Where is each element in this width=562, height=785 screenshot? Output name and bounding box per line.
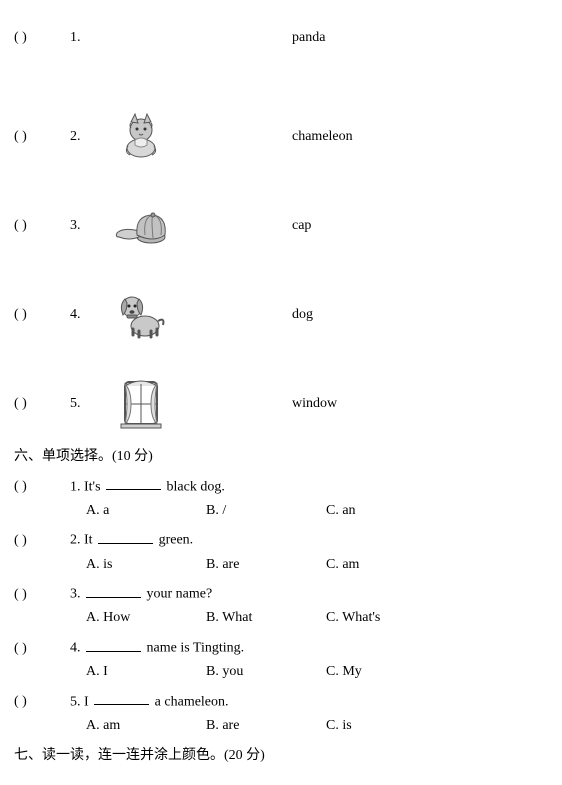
mc-options: A. am B. are C. is	[86, 716, 548, 736]
answer-blank[interactable]: ( )	[14, 28, 70, 48]
answer-blank[interactable]: ( )	[14, 585, 70, 605]
option-c[interactable]: C. is	[326, 716, 446, 736]
q-after: black dog.	[163, 479, 225, 494]
item-number: 4.	[70, 305, 110, 325]
item-number: 5.	[70, 394, 110, 414]
option-a[interactable]: A. a	[86, 501, 206, 521]
fill-blank[interactable]	[86, 638, 141, 652]
option-a[interactable]: A. How	[86, 608, 206, 628]
item-number: 1.	[70, 28, 110, 48]
mc-question: ( ) 5. I a chameleon.	[14, 692, 548, 712]
q-after: green.	[155, 533, 193, 548]
q-after: a chameleon.	[151, 694, 228, 709]
answer-blank[interactable]: ( )	[14, 305, 70, 325]
option-c[interactable]: C. What's	[326, 608, 446, 628]
q-before: It	[84, 533, 96, 548]
match-word: window	[292, 394, 412, 414]
answer-blank[interactable]: ( )	[14, 692, 70, 712]
cap-icon	[110, 198, 172, 253]
q-num: 1.	[70, 479, 81, 494]
mc-options: A. How B. What C. What's	[86, 608, 548, 628]
mc-options: A. a B. / C. an	[86, 501, 548, 521]
section-6-heading: 六、单项选择。(10 分)	[14, 447, 548, 467]
mc-question: ( ) 4. name is Tingting.	[14, 638, 548, 658]
match-row: ( ) 2. chameleon	[14, 109, 548, 164]
option-a[interactable]: A. am	[86, 716, 206, 736]
section-7-heading: 七、读一读，连一连并涂上颜色。(20 分)	[14, 746, 548, 766]
match-row: ( ) 5. window	[14, 376, 548, 431]
option-b[interactable]: B. /	[206, 501, 326, 521]
match-word: chameleon	[292, 127, 412, 147]
option-b[interactable]: B. are	[206, 555, 326, 575]
fill-blank[interactable]	[86, 584, 141, 598]
q-num: 5.	[70, 694, 81, 709]
question-text: 3. your name?	[70, 584, 548, 604]
option-b[interactable]: B. are	[206, 716, 326, 736]
match-rows-container: ( ) 1. panda ( ) 2. chameleon (	[14, 10, 548, 431]
option-c[interactable]: C. am	[326, 555, 446, 575]
match-row: ( ) 4. dog	[14, 287, 548, 342]
option-c[interactable]: C. an	[326, 501, 446, 521]
q-after: name is Tingting.	[143, 641, 244, 656]
match-word: panda	[292, 28, 412, 48]
answer-blank[interactable]: ( )	[14, 127, 70, 147]
answer-blank[interactable]: ( )	[14, 531, 70, 551]
window-icon	[110, 376, 172, 431]
question-text: 4. name is Tingting.	[70, 638, 548, 658]
match-row: ( ) 1. panda	[14, 10, 548, 65]
option-b[interactable]: B. you	[206, 662, 326, 682]
mc-options: A. I B. you C. My	[86, 662, 548, 682]
cat-icon	[110, 109, 172, 164]
option-a[interactable]: A. I	[86, 662, 206, 682]
q-after: your name?	[143, 587, 212, 602]
dog-icon	[110, 287, 172, 342]
mc-question: ( ) 3. your name?	[14, 584, 548, 604]
option-c[interactable]: C. My	[326, 662, 446, 682]
fill-blank[interactable]	[106, 477, 161, 491]
q-num: 2.	[70, 533, 81, 548]
fill-blank[interactable]	[98, 530, 153, 544]
answer-blank[interactable]: ( )	[14, 477, 70, 497]
mc-options: A. is B. are C. am	[86, 555, 548, 575]
answer-blank[interactable]: ( )	[14, 639, 70, 659]
option-a[interactable]: A. is	[86, 555, 206, 575]
q-before: It's	[84, 479, 104, 494]
image-slot-none	[110, 10, 172, 65]
q-before: I	[84, 694, 92, 709]
match-word: cap	[292, 216, 412, 236]
option-b[interactable]: B. What	[206, 608, 326, 628]
item-number: 3.	[70, 216, 110, 236]
fill-blank[interactable]	[94, 692, 149, 706]
question-text: 5. I a chameleon.	[70, 692, 548, 712]
match-row: ( ) 3. cap	[14, 198, 548, 253]
item-number: 2.	[70, 127, 110, 147]
question-text: 1. It's black dog.	[70, 477, 548, 497]
q-num: 4.	[70, 641, 81, 656]
match-word: dog	[292, 305, 412, 325]
answer-blank[interactable]: ( )	[14, 216, 70, 236]
q-num: 3.	[70, 587, 81, 602]
mc-questions: ( ) 1. It's black dog. A. a B. / C. an (…	[14, 477, 548, 736]
mc-question: ( ) 1. It's black dog.	[14, 477, 548, 497]
mc-question: ( ) 2. It green.	[14, 530, 548, 550]
question-text: 2. It green.	[70, 530, 548, 550]
answer-blank[interactable]: ( )	[14, 394, 70, 414]
